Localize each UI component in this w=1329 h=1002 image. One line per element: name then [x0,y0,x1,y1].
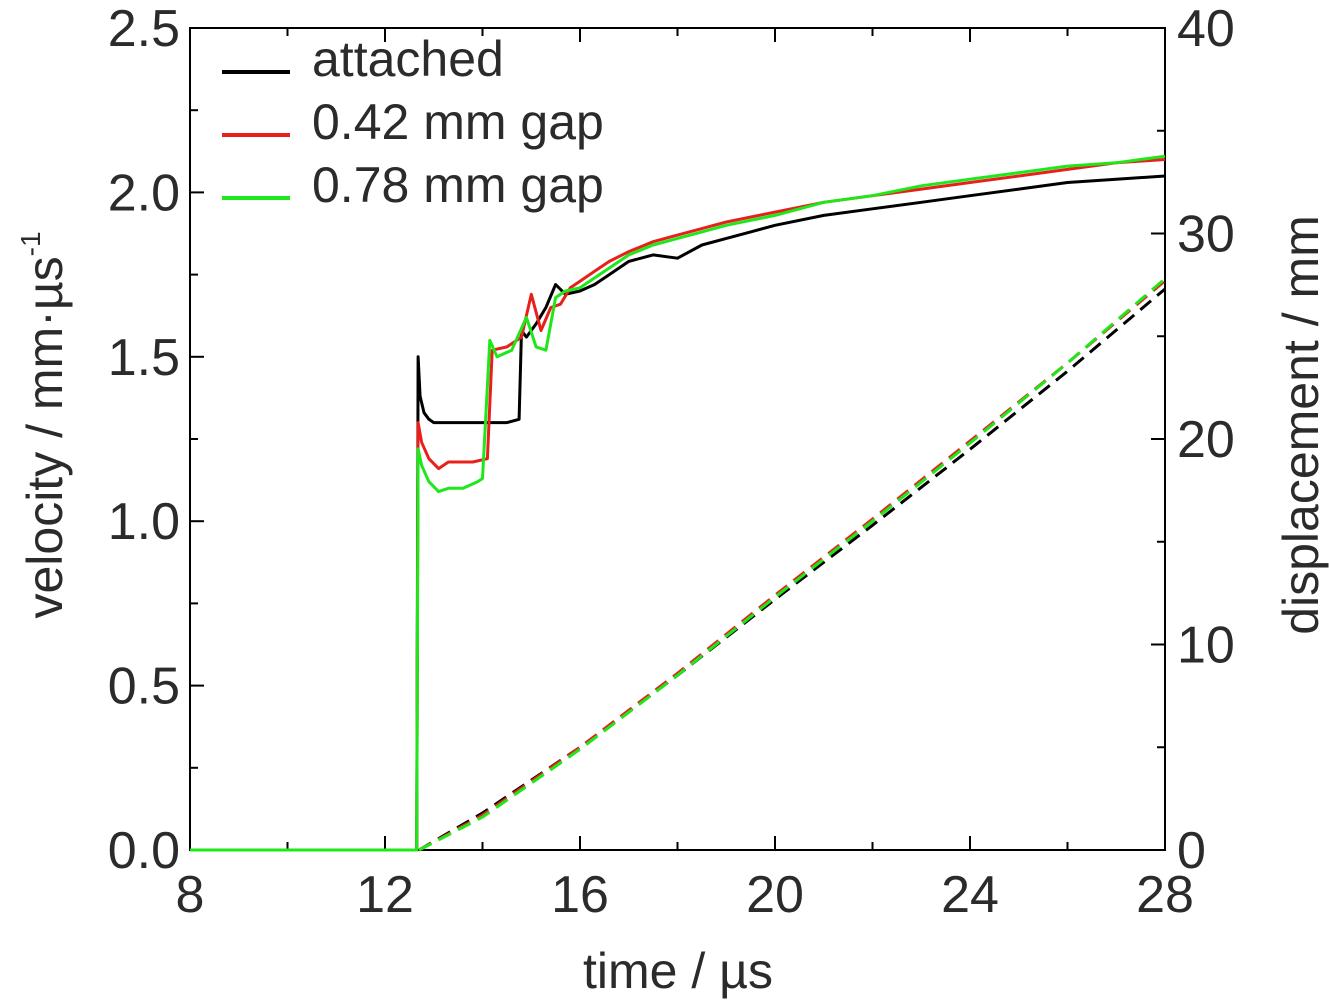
legend-label-attached: attached [312,31,504,87]
y-tick-label: 0.5 [108,658,180,716]
y-axis-right: 0 10 20 30 40 [1151,0,1235,880]
x-tick-label: 28 [1136,866,1194,924]
legend-label-0-42-mm-gap: 0.42 mm gap [312,94,604,150]
y-tick-label: 1.5 [108,329,180,387]
x-tick-label: 24 [941,866,999,924]
legend: attached 0.42 mm gap 0.78 mm gap [222,31,604,213]
y-tick-label: 2.5 [108,0,180,58]
y2-tick-label: 30 [1177,206,1235,264]
y-tick-label: 0.0 [108,822,180,880]
velocity-line-0-78-mm-gap [190,154,1166,852]
y2-tick-label: 40 [1177,0,1235,58]
displacement-line-0-42-mm-gap [418,279,1166,852]
y2-tick-label: 10 [1177,617,1235,675]
velocity-line-attached [190,174,1166,852]
x-axis: 8 12 16 20 24 28 [176,28,1194,924]
displacement-line-0-78-mm-gap [418,277,1166,852]
plot-frame [189,27,1166,851]
y2-tick-label: 20 [1177,411,1235,469]
series-layer [190,154,1166,852]
x-tick-label: 16 [551,866,609,924]
y-tick-label: 2.0 [108,164,180,222]
velocity-line-0-42-mm-gap [190,158,1166,852]
x-tick-label: 12 [356,866,414,924]
x-axis-label: time / µs [583,943,773,999]
y-axis-label-superscript: -1 [15,231,46,256]
y-axis-label-main: velocity / mm·µs [17,256,73,618]
plot-border [189,27,1166,851]
x-tick-label: 8 [176,866,205,924]
y-tick-label: 1.0 [108,493,180,551]
y-axis-label: velocity / mm·µs-1 [15,231,73,618]
y2-tick-label: 0 [1177,822,1206,880]
y-axis-left: 0.0 0.5 1.0 1.5 2.0 2.5 [108,0,204,880]
y2-axis-label: displacement / mm [1273,215,1329,635]
legend-label-0-78-mm-gap: 0.78 mm gap [312,157,604,213]
x-tick-label: 20 [746,866,804,924]
